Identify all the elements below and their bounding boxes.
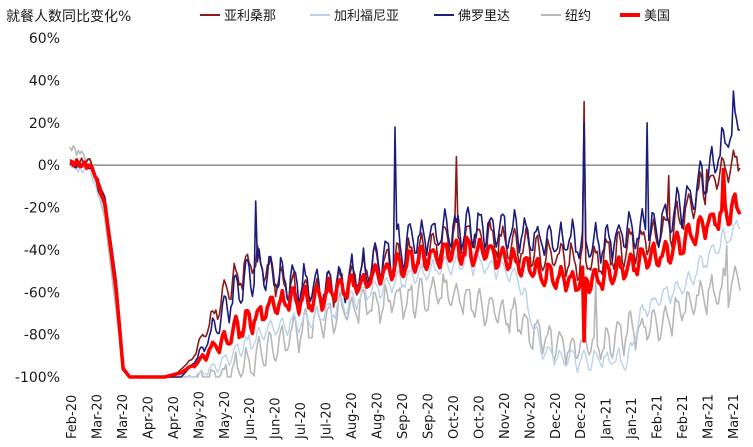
x-tick-label: Dec-20	[549, 393, 564, 439]
x-tick-label: Oct-20	[447, 395, 462, 439]
series-line-4	[69, 158, 742, 379]
y-axis: 60% 40% 20% 0% -20% -40% -60% -80% -100%	[15, 31, 60, 386]
x-tick-label: May-20	[192, 391, 207, 439]
x-tick-label: Jul-20	[294, 402, 309, 440]
x-tick-label: Oct-20	[472, 395, 487, 439]
x-tick-label: Apr-20	[141, 396, 156, 439]
x-tick-label: Jul-20	[320, 402, 335, 440]
x-tick-label: Jan-21	[625, 398, 640, 440]
plot-area	[69, 90, 742, 379]
y-tick-label: 0%	[38, 158, 60, 174]
x-tick-label: Apr-20	[167, 396, 182, 439]
x-tick-label: Nov-20	[523, 393, 538, 439]
x-tick-label: Sep-20	[421, 393, 436, 439]
x-tick-label: Feb-21	[676, 395, 691, 439]
x-tick-label: Nov-20	[498, 393, 513, 439]
y-tick-label: -60%	[24, 285, 60, 301]
y-tick-label: 20%	[29, 116, 60, 132]
x-tick-label: Aug-20	[345, 392, 360, 439]
y-tick-label: 40%	[29, 73, 60, 89]
x-tick-label: Mar-20	[90, 394, 105, 439]
series-line-2	[69, 90, 741, 378]
x-tick-label: Dec-20	[574, 393, 589, 439]
x-tick-label: Feb-20	[65, 395, 80, 439]
x-tick-label: Mar-21	[702, 394, 717, 439]
legend-label: 佛罗里达	[458, 9, 510, 24]
y-tick-label: -80%	[24, 328, 60, 344]
x-axis: Feb-20 Mar-20 Mar-20 Apr-20 Apr-20 May-20 May-…	[65, 391, 742, 440]
x-tick-label: Sep-20	[396, 393, 411, 439]
legend: 亚利桑那 加利福尼亚 佛罗里达 纽约 美国	[200, 9, 670, 24]
x-tick-label: Feb-21	[651, 395, 666, 439]
x-tick-label: Aug-20	[371, 392, 386, 439]
x-tick-label: Mar-20	[116, 394, 131, 439]
x-tick-label: Jan-21	[600, 398, 615, 440]
x-tick-label: Mar-21	[727, 394, 742, 439]
legend-label: 亚利桑那	[224, 9, 276, 24]
legend-label: 加利福尼亚	[334, 9, 399, 24]
y-axis-title: 就餐人数同比变化%	[6, 9, 131, 25]
y-tick-label: -20%	[24, 201, 60, 217]
legend-label: 美国	[644, 9, 670, 24]
x-tick-label: Jun-20	[269, 397, 284, 440]
y-tick-label: -40%	[24, 243, 60, 259]
x-tick-label: May-20	[218, 391, 233, 439]
y-tick-label: -100%	[15, 370, 60, 386]
y-tick-label: 60%	[29, 31, 60, 47]
legend-label: 纽约	[565, 9, 591, 24]
x-tick-label: Jun-20	[243, 397, 258, 440]
